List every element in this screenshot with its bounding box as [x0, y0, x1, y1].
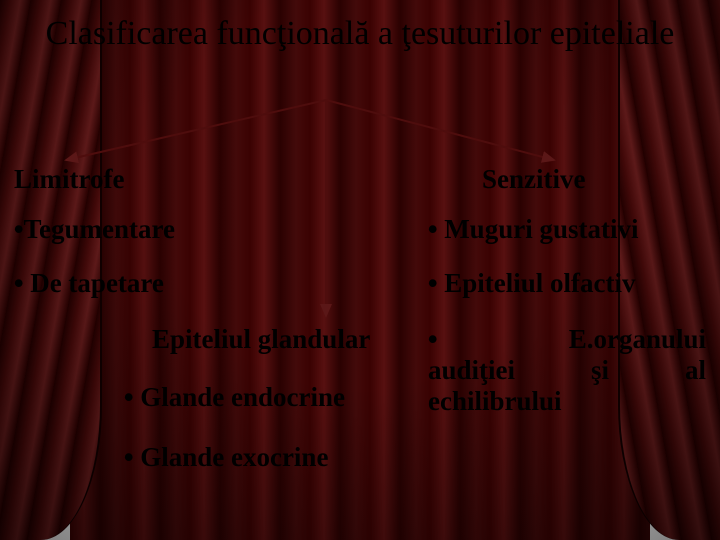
- branch-arrows: [0, 0, 720, 540]
